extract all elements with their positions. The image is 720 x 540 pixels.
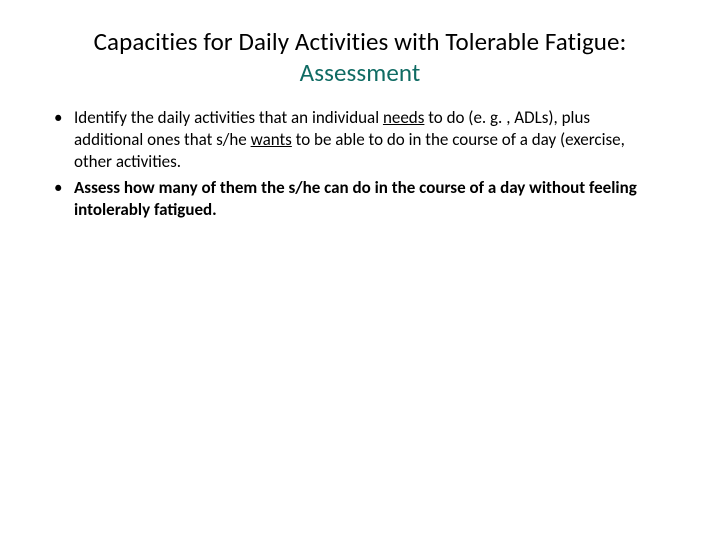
text-run-underline: wants (251, 129, 292, 150)
text-run-bold: Assess how many of them the s/he can do … (74, 177, 637, 220)
bullet-item: Assess how many of them the s/he can do … (50, 177, 660, 221)
text-run-underline: needs (383, 107, 424, 128)
title-line-2: Assessment (50, 57, 670, 88)
text-run: Identify the daily activities that an in… (74, 107, 383, 128)
slide: Capacities for Daily Activities with Tol… (0, 0, 720, 540)
slide-title: Capacities for Daily Activities with Tol… (50, 26, 670, 89)
title-line-1: Capacities for Daily Activities with Tol… (94, 26, 627, 57)
bullet-item: Identify the daily activities that an in… (50, 107, 660, 173)
bullet-list: Identify the daily activities that an in… (0, 107, 720, 221)
